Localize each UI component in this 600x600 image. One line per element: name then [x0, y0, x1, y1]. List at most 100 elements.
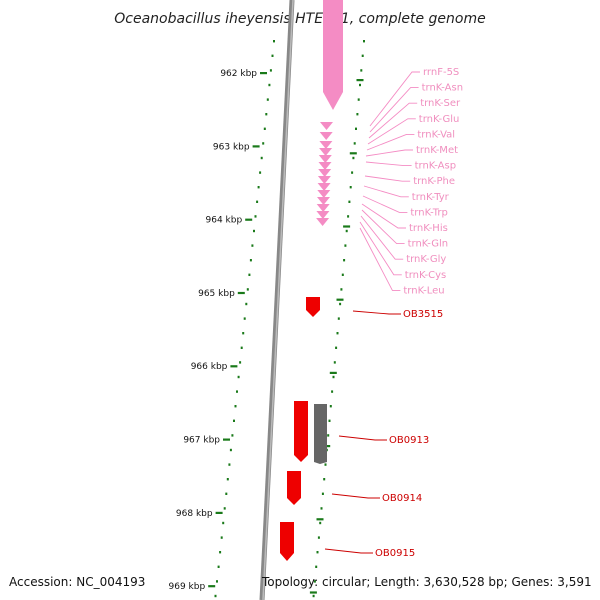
- gene-label[interactable]: OB0914: [382, 493, 422, 504]
- scale-tick-label: 964 kbp: [206, 216, 243, 226]
- scale-dot: [248, 273, 251, 276]
- gene-leader-lines: [324, 310, 401, 554]
- rna-leader-lines: [359, 71, 420, 291]
- gene-leader-line: [331, 493, 380, 499]
- scale-dot: [263, 127, 266, 130]
- genome-backbone-highlight: [262, 0, 294, 600]
- rna-label[interactable]: trnK-Asp: [415, 161, 457, 172]
- scale-dot: [332, 375, 335, 379]
- rna-label[interactable]: trnK-Gln: [408, 239, 449, 250]
- rna-label[interactable]: trnK-Ser: [420, 98, 461, 109]
- gene-ob3515[interactable]: [306, 297, 320, 317]
- trna-feature[interactable]: [319, 148, 333, 156]
- gene-ob0913[interactable]: [294, 401, 308, 462]
- trna-feature[interactable]: [316, 218, 330, 226]
- trna-feature[interactable]: [316, 211, 330, 219]
- scale-dot: [355, 127, 357, 130]
- rrnf-5s-feature[interactable]: [323, 0, 343, 92]
- trna-feature[interactable]: [317, 183, 331, 191]
- gene-label[interactable]: OB0915: [375, 548, 415, 559]
- rna-label[interactable]: trnK-Trp: [410, 207, 448, 218]
- scale-dot: [328, 419, 331, 422]
- rna-label[interactable]: trnK-Val: [417, 129, 455, 140]
- gene-leader-line: [338, 435, 387, 441]
- trna-feature[interactable]: [319, 141, 333, 149]
- scale-dot: [245, 302, 248, 306]
- scale-dot: [234, 405, 237, 408]
- scale-dot: [347, 215, 350, 218]
- trna-feature[interactable]: [319, 132, 333, 140]
- rna-label[interactable]: rrnF-5S: [423, 67, 459, 78]
- scale-dot: [253, 229, 255, 233]
- rna-label[interactable]: trnK-Phe: [413, 176, 455, 187]
- trna-feature[interactable]: [317, 190, 331, 198]
- scale-major-tick-left: [208, 585, 216, 588]
- scale-dot: [242, 332, 245, 335]
- scale-dot: [226, 478, 229, 481]
- rna-label[interactable]: trnK-Cys: [405, 270, 446, 281]
- scale-dot: [329, 405, 332, 408]
- gene-ob0915[interactable]: [280, 522, 294, 561]
- rna-label[interactable]: trnK-Glu: [419, 114, 460, 125]
- trna-feature[interactable]: [317, 197, 330, 205]
- scale-dot: [327, 434, 330, 437]
- trna-feature[interactable]: [317, 176, 331, 184]
- scale-major-tick-left: [260, 72, 267, 75]
- scale-dot: [337, 317, 340, 320]
- right-scale-dots: [309, 40, 365, 598]
- scale-dot: [266, 98, 269, 101]
- trna-feature[interactable]: [320, 122, 333, 130]
- scale-dot: [251, 244, 254, 247]
- scale-dot: [236, 390, 238, 393]
- rna-leader-line: [359, 227, 401, 291]
- rna-leader-line: [360, 215, 404, 260]
- rna-leader-line: [366, 133, 415, 151]
- trna-feature[interactable]: [318, 169, 332, 177]
- accession-text: Accession: NC_004193: [9, 575, 145, 589]
- rrnf-5s-arrowhead: [323, 92, 343, 110]
- scale-dot: [324, 463, 327, 466]
- scale-major-tick-right: [329, 371, 337, 374]
- scale-dot: [336, 332, 339, 335]
- trna-feature[interactable]: [316, 204, 330, 212]
- scale-dot: [233, 419, 235, 422]
- rna-label[interactable]: trnK-Leu: [403, 285, 444, 296]
- rna-label[interactable]: trnK-Asn: [422, 83, 463, 94]
- genome-backbone: [259, 0, 295, 600]
- scale-major-tick-left: [230, 365, 238, 368]
- scale-dot: [237, 375, 240, 379]
- scale-dot: [341, 273, 344, 276]
- scale-dot: [243, 317, 246, 320]
- scale-dot: [225, 492, 228, 495]
- rna-label[interactable]: trnK-Tyr: [412, 192, 450, 203]
- rna-leader-line: [365, 161, 412, 167]
- trna-feature[interactable]: [318, 162, 332, 170]
- rna-labels: rrnF-5S trnK-Asn trnK-Ser trnK-Glu trnK-Val t…: [403, 67, 463, 296]
- scale-major-tick-right: [336, 298, 344, 301]
- scale-dot: [345, 229, 348, 233]
- scale-dot: [319, 521, 322, 525]
- rna-leader-line: [369, 71, 420, 127]
- scale-dot: [333, 361, 336, 364]
- rna-leader-line: [362, 195, 408, 213]
- trna-feature[interactable]: [318, 155, 332, 163]
- gene-grey-reverse[interactable]: [314, 404, 327, 464]
- rna-label[interactable]: trnK-His: [409, 223, 448, 234]
- scale-dot: [323, 478, 326, 481]
- gene-label[interactable]: OB3515: [403, 309, 443, 320]
- scale-dot: [260, 156, 263, 160]
- scale-dot: [335, 346, 338, 349]
- gene-label[interactable]: OB0913: [389, 435, 429, 446]
- scale-dot: [363, 40, 365, 43]
- rna-leader-line: [369, 87, 419, 133]
- gene-ob0914[interactable]: [287, 471, 301, 505]
- scale-dot: [343, 259, 346, 262]
- scale-dot: [348, 200, 351, 203]
- scale-dot: [316, 551, 319, 554]
- scale-major-tick-right: [343, 225, 351, 228]
- rna-label[interactable]: trnK-Gly: [406, 254, 446, 265]
- map-title: Oceanobacillus iheyensis HTE831, complet…: [114, 11, 485, 27]
- scale-tick-label: 966 kbp: [191, 362, 228, 372]
- rna-label[interactable]: trnK-Met: [416, 145, 458, 156]
